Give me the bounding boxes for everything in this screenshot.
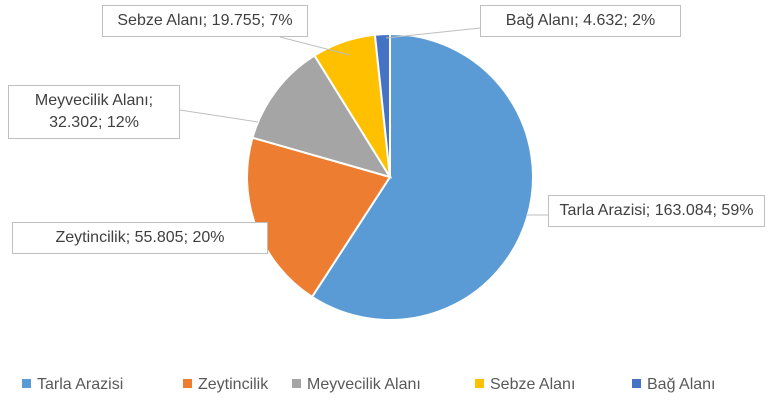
legend-item: Zeytincilik	[183, 376, 268, 394]
leader-line	[385, 27, 481, 39]
pie-slice	[251, 54, 393, 179]
leader-line	[179, 109, 259, 123]
legend-item: Bağ Alanı	[632, 376, 716, 394]
legend-label: Sebze Alanı	[490, 376, 576, 393]
data-label: Zeytincilik; 55.805; 20%	[12, 222, 268, 254]
legend-swatch	[22, 379, 31, 388]
data-label: Bağ Alanı; 4.632; 2%	[480, 5, 681, 37]
legend-item: Sebze Alanı	[475, 376, 575, 394]
legend-swatch	[632, 379, 641, 388]
data-label: Tarla Arazisi; 163.084; 59%	[548, 195, 765, 227]
legend-label: Bağ Alanı	[647, 376, 716, 393]
pie-slice	[310, 32, 534, 321]
legend-swatch	[183, 379, 192, 388]
legend-swatch	[292, 379, 301, 388]
legend-label: Tarla Arazisi	[37, 376, 124, 393]
leader-line	[279, 36, 351, 56]
legend-swatch	[475, 379, 484, 388]
legend-label: Meyvecilik Alanı	[307, 376, 421, 393]
pie-slice	[373, 32, 391, 178]
data-label: Meyvecilik Alanı; 32.302; 12%	[8, 85, 180, 139]
legend-label: Zeytincilik	[198, 376, 269, 393]
legend-item: Tarla Arazisi	[22, 376, 123, 394]
data-label: Sebze Alanı; 19.755; 7%	[102, 5, 308, 37]
legend-item: Meyvecilik Alanı	[292, 376, 421, 394]
